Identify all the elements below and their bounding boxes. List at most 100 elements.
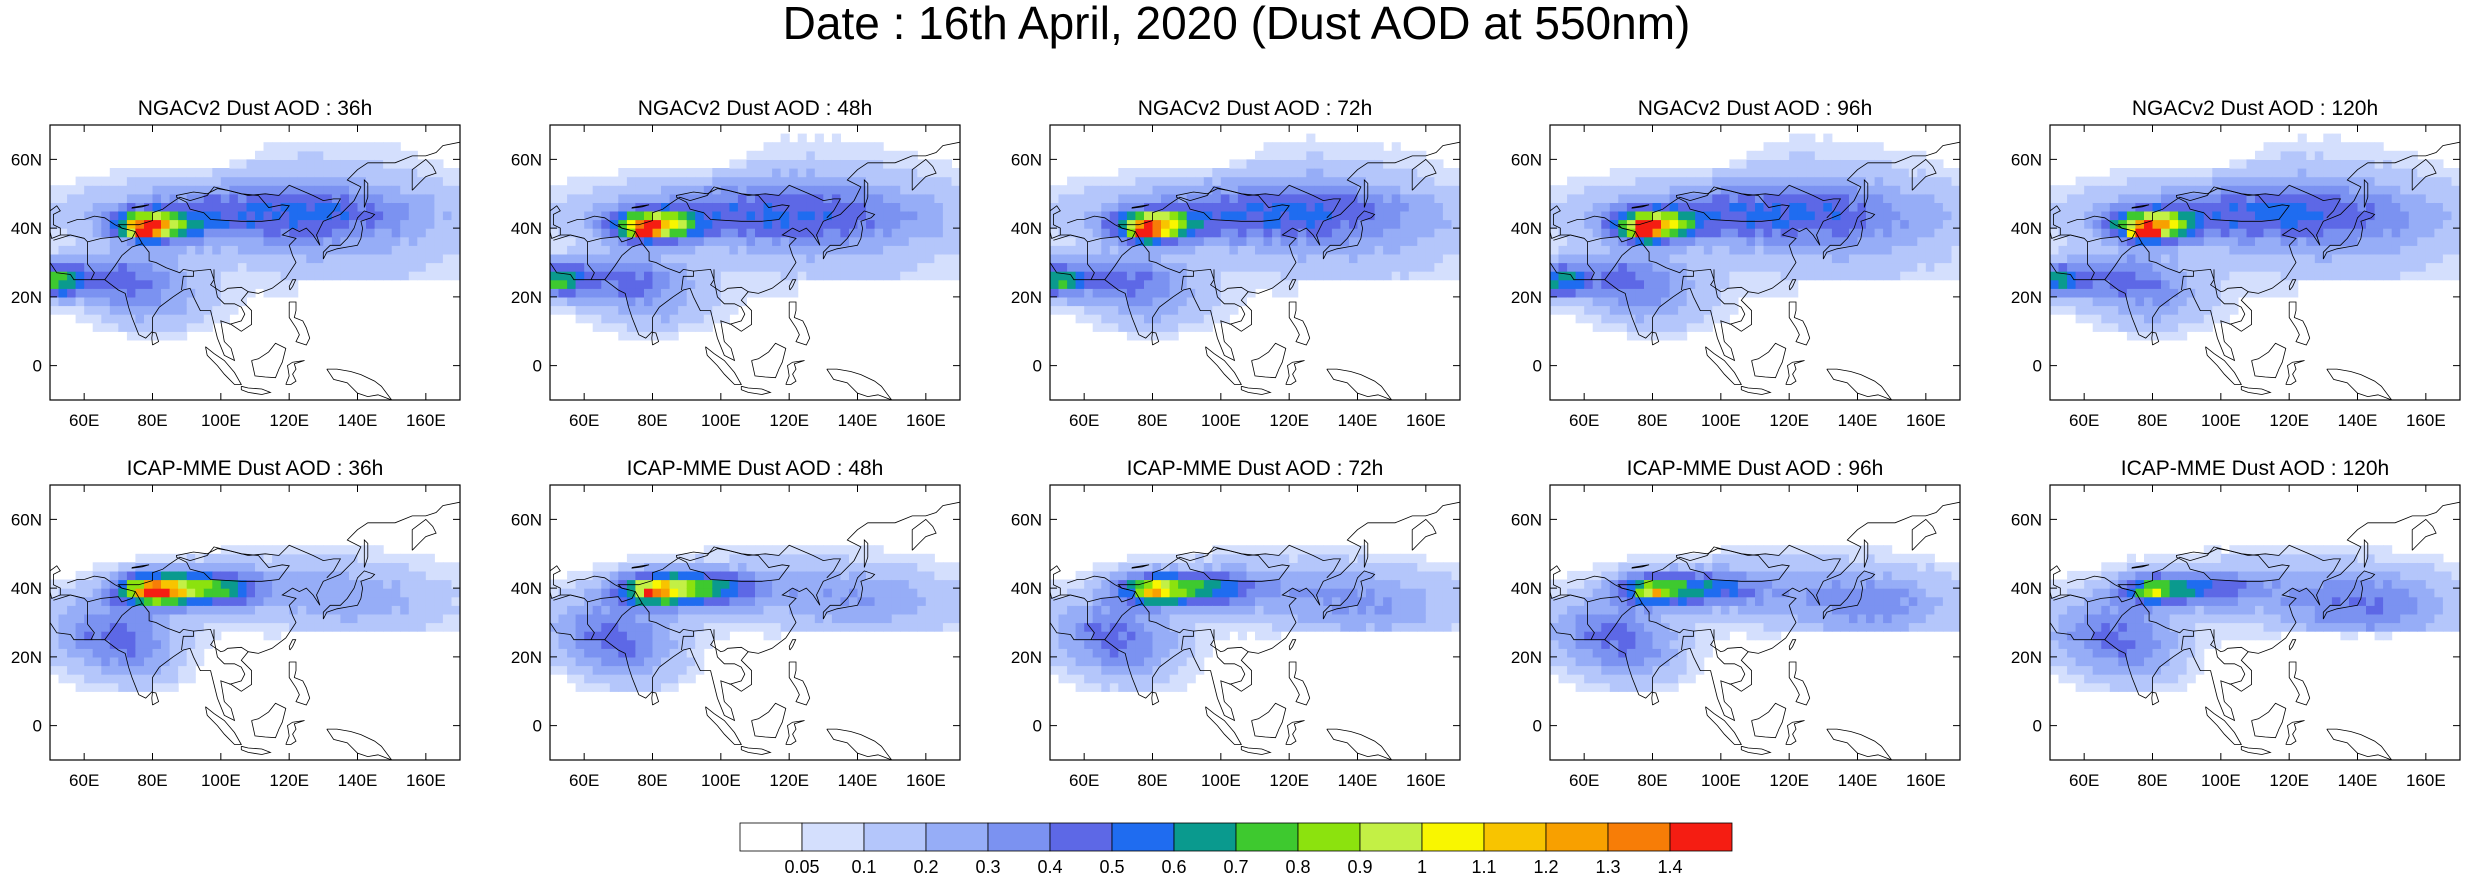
aod-cell bbox=[1434, 159, 1444, 169]
aod-cell bbox=[135, 665, 145, 675]
aod-cell bbox=[1178, 236, 1188, 246]
aod-cell bbox=[661, 228, 671, 238]
aod-cell bbox=[1737, 168, 1747, 178]
aod-cell bbox=[1567, 236, 1577, 246]
aod-cell bbox=[2126, 210, 2136, 221]
aod-cell bbox=[1797, 176, 1807, 186]
aod-cell bbox=[1220, 262, 1230, 272]
aod-cell bbox=[2400, 202, 2410, 212]
aod-cell bbox=[297, 236, 307, 246]
aod-cell bbox=[272, 545, 282, 555]
aod-cell bbox=[169, 296, 179, 307]
aod-cell bbox=[2323, 193, 2333, 203]
aod-cell bbox=[2118, 228, 2128, 238]
aod-cell bbox=[618, 245, 628, 255]
aod-cell bbox=[84, 279, 94, 289]
aod-cell bbox=[1695, 236, 1705, 246]
aod-cell bbox=[2340, 150, 2350, 160]
aod-cell bbox=[1661, 314, 1671, 324]
aod-cell bbox=[1891, 253, 1901, 264]
aod-cell bbox=[118, 288, 128, 298]
aod-cell bbox=[2135, 253, 2145, 264]
aod-cell bbox=[2374, 142, 2384, 152]
aod-cell bbox=[1126, 305, 1136, 315]
aod-cell bbox=[2144, 322, 2154, 332]
aod-cell bbox=[2237, 279, 2247, 289]
aod-cell bbox=[101, 288, 111, 298]
aod-cell bbox=[1669, 236, 1679, 246]
aod-cell bbox=[391, 570, 401, 581]
aod-cell bbox=[2212, 202, 2222, 212]
aod-cell bbox=[1442, 253, 1452, 264]
aod-cell bbox=[425, 579, 435, 589]
aod-cell bbox=[2203, 185, 2213, 195]
aod-cell bbox=[2229, 288, 2239, 298]
aod-cell bbox=[203, 202, 213, 212]
aod-cell bbox=[584, 193, 594, 203]
aod-cell bbox=[2178, 236, 2188, 246]
aod-cell bbox=[908, 168, 918, 178]
aod-cell bbox=[383, 253, 393, 264]
aod-cell bbox=[2400, 193, 2410, 203]
aod-cell bbox=[550, 279, 560, 289]
aod-cell bbox=[1831, 159, 1841, 169]
aod-cell bbox=[1408, 210, 1418, 221]
aod-cell bbox=[383, 553, 393, 563]
aod-cell bbox=[1417, 253, 1427, 264]
aod-cell bbox=[2075, 305, 2085, 315]
aod-cell bbox=[644, 245, 654, 255]
y-tick-label: 40N bbox=[1011, 219, 1042, 238]
aod-cell bbox=[101, 245, 111, 255]
aod-cell bbox=[263, 279, 273, 289]
aod-cell bbox=[2255, 185, 2265, 195]
aod-cell bbox=[50, 588, 60, 598]
aod-cell bbox=[2442, 193, 2452, 203]
aod-cell bbox=[1297, 176, 1307, 186]
aod-cell bbox=[1891, 210, 1901, 221]
aod-cell bbox=[1067, 228, 1077, 238]
aod-cell bbox=[2417, 210, 2427, 221]
aod-cell bbox=[2323, 253, 2333, 264]
aod-cell bbox=[1635, 322, 1645, 332]
country-border bbox=[2087, 184, 2342, 243]
aod-cell bbox=[331, 545, 341, 555]
aod-cell bbox=[349, 202, 359, 212]
aod-cell bbox=[703, 245, 713, 255]
aod-cell bbox=[101, 193, 111, 203]
aod-cell bbox=[2289, 185, 2299, 195]
aod-cell bbox=[1567, 253, 1577, 264]
aod-cell bbox=[1084, 314, 1094, 324]
aod-cell bbox=[1567, 305, 1577, 315]
aod-cell bbox=[729, 159, 739, 169]
aod-cell bbox=[942, 228, 952, 238]
aod-cell bbox=[1746, 150, 1756, 160]
aod-cell bbox=[2323, 142, 2333, 152]
aod-cell bbox=[1797, 253, 1807, 264]
aod-cell bbox=[1900, 168, 1910, 178]
aod-cell bbox=[109, 279, 119, 289]
aod-cell bbox=[58, 193, 68, 203]
aod-cell bbox=[1635, 210, 1645, 221]
aod-cell bbox=[1772, 193, 1782, 203]
aod-cell bbox=[280, 570, 290, 581]
coastline bbox=[2131, 204, 2150, 209]
aod-cell bbox=[306, 262, 316, 272]
aod-cell bbox=[408, 262, 418, 272]
aod-cell bbox=[840, 253, 850, 264]
aod-cell bbox=[806, 262, 816, 272]
aod-cell bbox=[1567, 296, 1577, 307]
aod-cell bbox=[1661, 331, 1671, 341]
aod-cell bbox=[2067, 296, 2077, 307]
aod-cell bbox=[126, 305, 136, 315]
aod-cell bbox=[1661, 219, 1671, 229]
aod-cell bbox=[737, 271, 747, 281]
aod-cell bbox=[84, 193, 94, 203]
aod-cell bbox=[2280, 193, 2290, 203]
aod-cell bbox=[2289, 168, 2299, 178]
aod-cell bbox=[1220, 253, 1230, 264]
aod-cell bbox=[451, 579, 460, 589]
aod-cell bbox=[2263, 228, 2273, 238]
aod-cell bbox=[400, 210, 410, 221]
aod-cell bbox=[126, 176, 136, 186]
aod-cell bbox=[1050, 279, 1060, 289]
